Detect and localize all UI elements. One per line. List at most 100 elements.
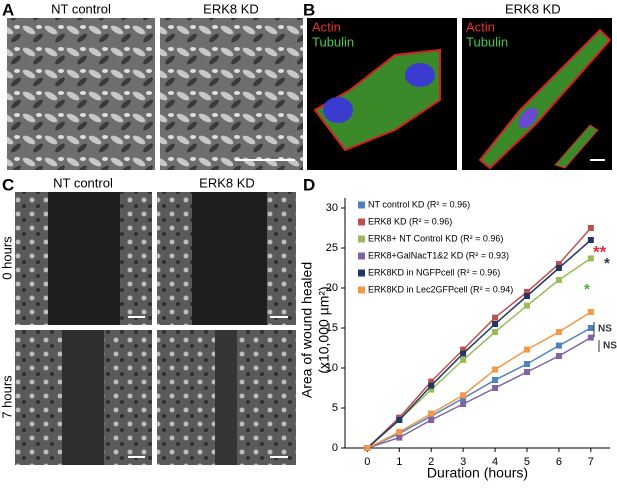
legend-swatch bbox=[358, 201, 365, 209]
legend-label: ERK8 KD (R² = 0.96) bbox=[368, 216, 452, 226]
data-point bbox=[523, 289, 530, 295]
annotation: * bbox=[584, 281, 590, 298]
data-point bbox=[523, 302, 530, 309]
data-point bbox=[460, 346, 467, 353]
panel-label: C bbox=[2, 175, 14, 194]
data-point bbox=[428, 410, 435, 417]
panel-label: A bbox=[2, 0, 14, 19]
data-point bbox=[555, 277, 562, 283]
wound bbox=[62, 330, 104, 465]
annotation: NS bbox=[603, 341, 617, 352]
y-axis-title: Area of wound healed bbox=[299, 262, 315, 398]
y-tick-label: 0 bbox=[332, 442, 338, 454]
panel-c: C NT control ERK8 KD 0 hours 7 hours bbox=[0, 175, 296, 465]
stain-label: Tubulin bbox=[466, 34, 508, 49]
panel-d: D 0 5 10 15 20 25 30 0 1 2 3 4 5 6 7 Duration (hours) Ar… bbox=[299, 175, 617, 480]
stain-label: Actin bbox=[312, 19, 341, 34]
series-line bbox=[367, 327, 592, 449]
data-point bbox=[523, 346, 530, 353]
data-point bbox=[587, 225, 594, 231]
wound bbox=[48, 192, 120, 325]
legend-swatch bbox=[358, 269, 365, 277]
y-tick-label: 5 bbox=[332, 402, 338, 414]
data-point bbox=[396, 429, 403, 435]
stain-label: Tubulin bbox=[312, 34, 354, 49]
panel-title: ERK8 KD bbox=[199, 175, 255, 190]
panel-title: ERK8 KD bbox=[203, 1, 259, 16]
data-point bbox=[492, 329, 499, 335]
data-point bbox=[492, 385, 499, 391]
data-point bbox=[460, 350, 467, 357]
y-tick-label: 15 bbox=[326, 322, 338, 334]
y-tick-label: 20 bbox=[326, 282, 338, 294]
data-point bbox=[587, 334, 594, 341]
panel-label: B bbox=[303, 0, 315, 19]
data-point bbox=[428, 382, 435, 389]
y-tick-label: 10 bbox=[326, 362, 338, 374]
legend-swatch bbox=[358, 286, 365, 294]
row-label: 0 hours bbox=[0, 236, 14, 280]
panel-title: NT control bbox=[53, 175, 113, 190]
data-point bbox=[523, 369, 530, 375]
x-tick-label: 4 bbox=[492, 456, 498, 468]
data-point bbox=[555, 353, 562, 359]
nucleus bbox=[518, 107, 538, 129]
data-point bbox=[460, 357, 467, 363]
y-tick-label: 30 bbox=[326, 202, 338, 214]
x-tick-label: 6 bbox=[556, 456, 562, 468]
x-tick-label: 0 bbox=[364, 456, 370, 468]
panel-title: NT control bbox=[318, 3, 378, 18]
x-axis-title: Duration (hours) bbox=[427, 465, 528, 481]
data-point bbox=[396, 417, 403, 423]
data-point bbox=[523, 293, 530, 299]
row-label: 7 hours bbox=[0, 375, 14, 419]
data-point bbox=[555, 342, 562, 349]
wound bbox=[192, 192, 267, 325]
annotation: ** bbox=[593, 242, 607, 261]
cell bbox=[478, 28, 612, 170]
x-tick-label: 3 bbox=[460, 456, 466, 468]
data-point bbox=[492, 366, 499, 373]
legend-label: ERK8+GalNacT1&2 KD (R² = 0.93) bbox=[368, 250, 509, 260]
x-tick-label: 5 bbox=[524, 456, 530, 468]
panel-title: NT control bbox=[51, 1, 111, 16]
legend-swatch bbox=[358, 218, 365, 226]
legend-swatch bbox=[358, 235, 365, 243]
x-tick-label: 1 bbox=[396, 456, 402, 468]
series-line bbox=[366, 239, 592, 449]
x-tick-label: 7 bbox=[588, 456, 594, 468]
series-line bbox=[367, 311, 592, 449]
wound bbox=[215, 330, 237, 465]
panel-b: B NT control ERK8 KD Actin Tubulin Actin… bbox=[303, 0, 612, 170]
series-line bbox=[367, 336, 592, 449]
legend-label: ERK8KD in NGFPcell (R² = 0.96) bbox=[368, 267, 500, 277]
data-point bbox=[428, 417, 435, 423]
legend-label: ERK8+ NT Control KD (R² = 0.96) bbox=[368, 233, 503, 243]
data-point bbox=[555, 265, 562, 271]
data-point bbox=[428, 378, 435, 385]
data-point bbox=[523, 361, 530, 367]
series-line bbox=[366, 227, 592, 449]
data-point bbox=[492, 314, 499, 321]
data-point bbox=[587, 237, 594, 243]
data-point bbox=[428, 386, 435, 393]
data-point bbox=[364, 445, 371, 451]
data-point bbox=[460, 395, 467, 402]
data-point bbox=[587, 309, 594, 315]
cell bbox=[554, 124, 599, 169]
data-point bbox=[492, 321, 499, 327]
panel-a: A NT control ERK8 KD bbox=[2, 0, 303, 170]
legend-label: NT control KD (R² = 0.96) bbox=[368, 199, 470, 209]
y-axis-title: (x10,000 µm²) bbox=[316, 286, 332, 373]
data-point bbox=[587, 325, 594, 331]
x-tick-label: 2 bbox=[428, 456, 434, 468]
annotation: NS bbox=[598, 324, 612, 335]
legend-label: ERK8KD in Lec2GFPcell (R² = 0.94) bbox=[368, 284, 513, 294]
nucleus bbox=[323, 97, 353, 123]
data-point bbox=[555, 329, 562, 335]
micrograph bbox=[7, 18, 155, 170]
nucleus bbox=[405, 63, 435, 87]
panel-title: ERK8 KD bbox=[505, 1, 561, 16]
annotation: * bbox=[604, 255, 610, 272]
